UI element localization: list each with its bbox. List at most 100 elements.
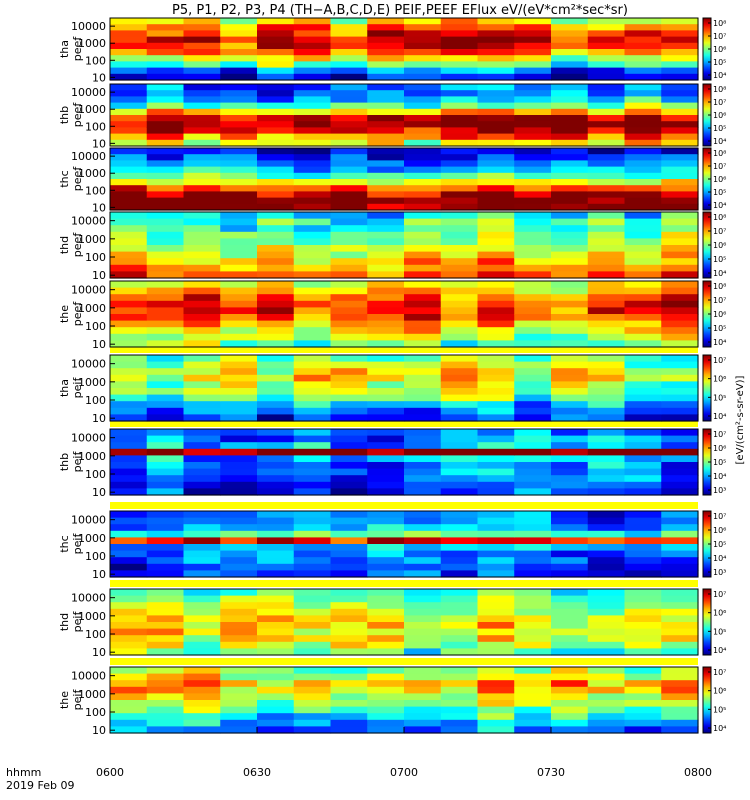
- heatmap-cell: [514, 622, 552, 630]
- heatmap-cell: [146, 218, 185, 226]
- heatmap-cell: [220, 628, 258, 636]
- heatmap-cell: [367, 18, 405, 25]
- heatmap-cell: [183, 271, 221, 279]
- heatmap-cell: [440, 166, 479, 174]
- heatmap-cell: [183, 108, 221, 116]
- heatmap-cell: [551, 475, 589, 483]
- heatmap-cell: [404, 30, 442, 38]
- heatmap-cell: [330, 115, 368, 122]
- heatmap-cell: [624, 61, 662, 69]
- heatmap-cell: [367, 361, 405, 369]
- heatmap-cell: [404, 307, 442, 315]
- heatmap-cell: [110, 154, 148, 161]
- heatmap-cell: [293, 361, 332, 369]
- heatmap-cell: [514, 595, 552, 603]
- heatmap-cell: [404, 468, 442, 476]
- heatmap-cell: [514, 719, 552, 727]
- heatmap-cell: [110, 589, 148, 597]
- heatmap-cell: [367, 42, 405, 50]
- heatmap-cell: [110, 641, 148, 649]
- heatmap-cell: [551, 61, 589, 69]
- heatmap-cell: [367, 127, 405, 135]
- heatmap-cell: [551, 314, 589, 322]
- y-tick-label: 1000: [78, 302, 106, 315]
- heatmap-cell: [146, 407, 185, 415]
- heatmap-cell: [257, 435, 295, 443]
- heatmap-cell: [367, 570, 405, 578]
- heatmap-cell: [146, 238, 185, 246]
- heatmap-cell: [551, 327, 589, 335]
- heatmap-cell: [551, 67, 589, 75]
- colorbar-tick-label: 10⁴: [713, 646, 726, 655]
- heatmap-cell: [367, 96, 405, 104]
- heatmap-cell: [624, 455, 662, 463]
- heatmap-cell: [514, 680, 552, 688]
- heatmap-cell: [551, 90, 589, 97]
- heatmap-cell: [661, 667, 699, 675]
- heatmap-cell: [146, 462, 185, 470]
- heatmap-cell: [146, 148, 185, 155]
- heatmap-cell: [183, 127, 221, 135]
- heatmap-cell: [293, 429, 332, 437]
- colorbar-tick-label: 10⁷: [713, 590, 726, 599]
- heatmap-cell: [624, 706, 662, 714]
- heatmap-cell: [183, 635, 221, 643]
- heatmap-cell: [146, 179, 185, 186]
- heatmap-cell: [587, 537, 626, 545]
- heatmap-cell: [146, 133, 185, 141]
- heatmap-cell: [404, 271, 442, 279]
- heatmap-cell: [146, 388, 185, 396]
- heatmap-cell: [661, 271, 699, 279]
- heatmap-cell: [587, 686, 626, 694]
- heatmap-cell: [661, 18, 699, 25]
- y-axis-label: thd: [58, 613, 71, 631]
- heatmap-cell: [220, 388, 258, 396]
- heatmap-cell: [367, 245, 405, 253]
- heatmap-cell: [330, 327, 368, 335]
- heatmap-cell: [367, 488, 405, 496]
- y-tick-label: 100: [85, 468, 106, 481]
- heatmap-cell: [220, 231, 258, 239]
- heatmap-cell: [624, 314, 662, 322]
- heatmap-cell: [440, 381, 479, 389]
- heatmap-cell: [477, 281, 515, 289]
- heatmap-cell: [183, 218, 221, 226]
- y-tick-label: 1000: [78, 103, 106, 116]
- heatmap-cell: [551, 462, 589, 470]
- heatmap-cell: [440, 435, 479, 443]
- heatmap-cell: [661, 121, 699, 128]
- panel-frame: [109, 211, 699, 279]
- heatmap-cell: [257, 294, 295, 302]
- heatmap-cell: [293, 90, 332, 97]
- heatmap-cell: [293, 108, 332, 116]
- heatmap-cell: [477, 185, 515, 192]
- heatmap-cell: [183, 641, 221, 649]
- heatmap-cell: [330, 320, 368, 328]
- heatmap-cell: [220, 544, 258, 552]
- heatmap-cell: [146, 381, 185, 389]
- colorbar-tick-label: 10⁸: [713, 149, 726, 158]
- heatmap-cell: [220, 327, 258, 335]
- heatmap-cell: [477, 726, 515, 734]
- heatmap-cell: [624, 700, 662, 708]
- heatmap-cell: [110, 648, 148, 656]
- heatmap-cell: [367, 635, 405, 643]
- heatmap-cell: [404, 218, 442, 226]
- heatmap-cell: [367, 148, 405, 155]
- heatmap-cell: [220, 307, 258, 315]
- heatmap-cell: [367, 102, 405, 110]
- heatmap-cell: [220, 517, 258, 525]
- heatmap-cell: [146, 700, 185, 708]
- heatmap-cell: [110, 245, 148, 253]
- heatmap-cell: [551, 115, 589, 122]
- heatmap-cell: [183, 264, 221, 272]
- heatmap-cell: [404, 160, 442, 168]
- heatmap-cell: [220, 96, 258, 104]
- heatmap-cell: [624, 333, 662, 341]
- heatmap-cell: [624, 563, 662, 571]
- heatmap-cell: [183, 693, 221, 701]
- heatmap-cell: [587, 481, 626, 489]
- heatmap-cell: [183, 667, 221, 675]
- heatmap-cell: [146, 30, 185, 38]
- heatmap-cell: [293, 300, 332, 308]
